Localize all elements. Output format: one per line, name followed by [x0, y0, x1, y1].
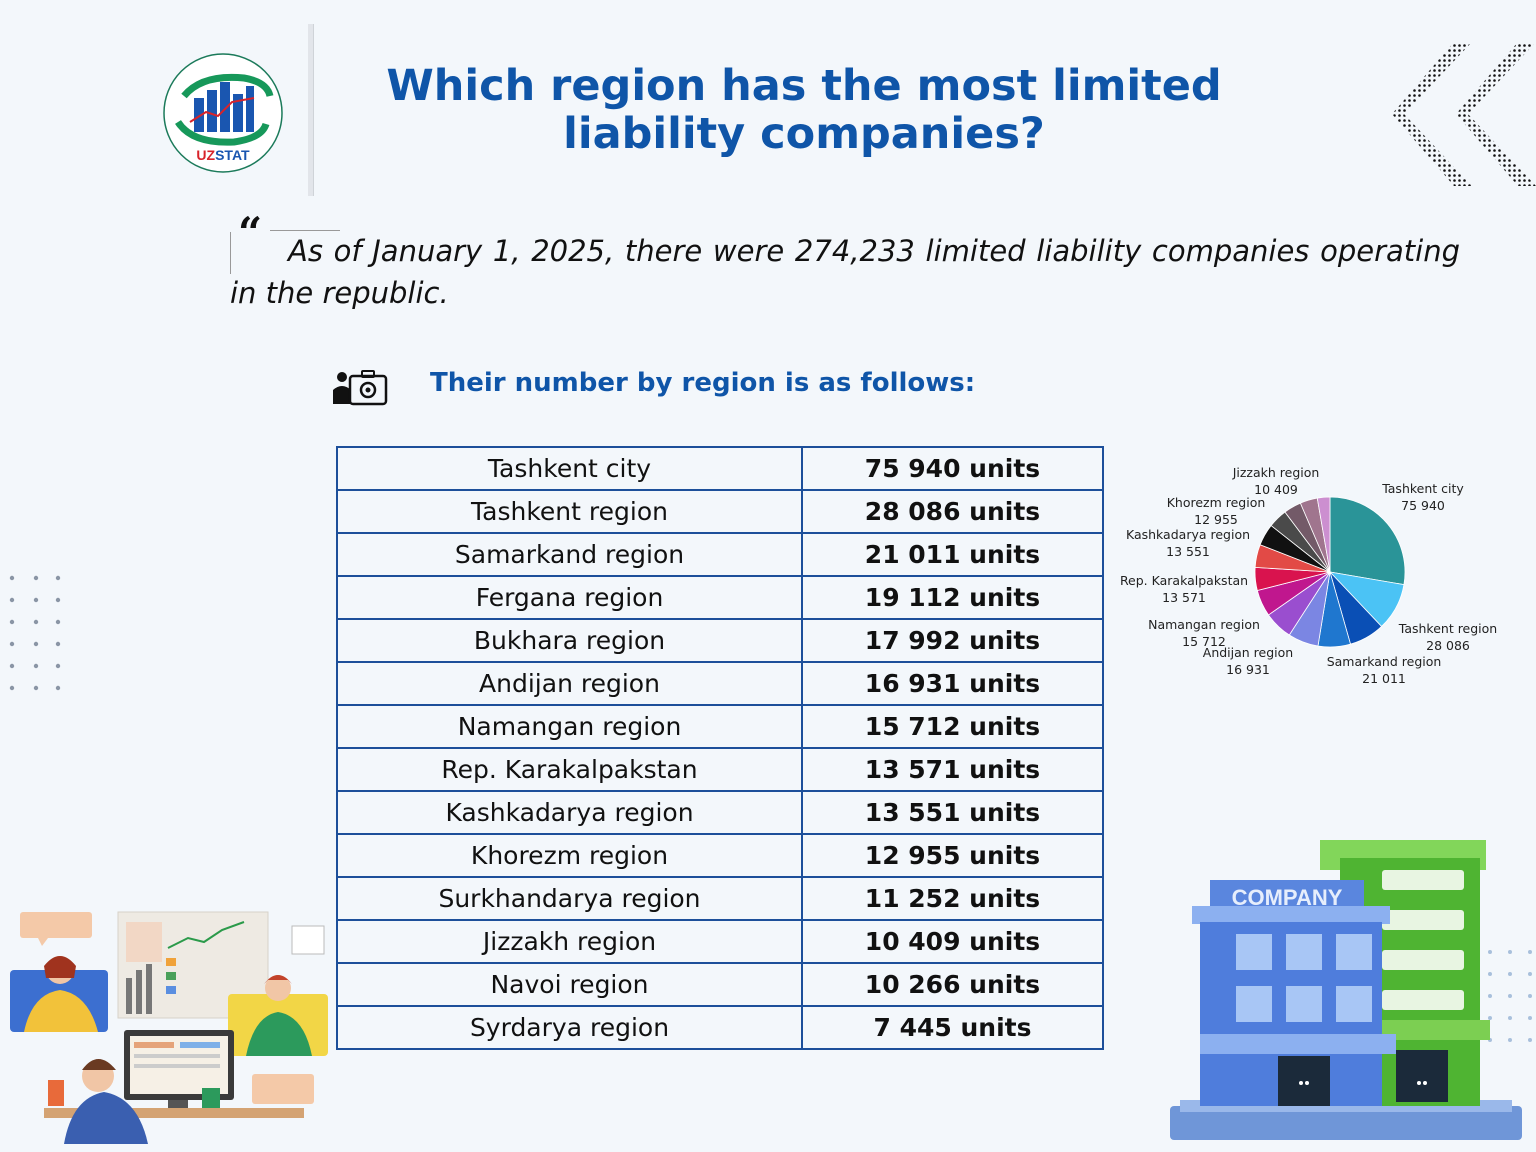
header-divider	[308, 24, 314, 196]
pie-label-value: 12 955	[1194, 512, 1238, 527]
table-row: Tashkent city 75 940 units	[336, 446, 1104, 491]
company-building-illustration: COMPANY	[1170, 840, 1522, 1140]
pie-label-value: 13 571	[1162, 590, 1206, 605]
region-value-cell: 28 086 units	[801, 489, 1104, 534]
business-gear-icon	[333, 370, 388, 406]
region-value-cell: 11 252 units	[801, 876, 1104, 921]
pie-label-value: 28 086	[1426, 638, 1470, 653]
table-row: Samarkand region 21 011 units	[336, 532, 1104, 577]
pie-chart: Tashkent city 75 940 Tashkent region 28 086…	[1120, 465, 1497, 686]
pie-slice	[1329, 496, 1406, 586]
pie-label-category: Samarkand region	[1327, 654, 1442, 669]
pie-label-value: 10 409	[1254, 482, 1298, 497]
table-row: Jizzakh region 10 409 units	[336, 919, 1104, 964]
region-value-cell: 10 266 units	[801, 962, 1104, 1007]
region-value-cell: 19 112 units	[801, 575, 1104, 620]
page-title: Which region has the most limited liabil…	[386, 61, 1222, 159]
region-name-cell: Jizzakh region	[336, 919, 803, 964]
region-name-cell: Bukhara region	[336, 618, 803, 663]
region-value-cell: 17 992 units	[801, 618, 1104, 663]
quote-icon: “	[238, 208, 263, 257]
table-row: Khorezm region 12 955 units	[336, 833, 1104, 878]
pie-label-value: 15 712	[1182, 634, 1226, 649]
table-row: Tashkent region 28 086 units	[336, 489, 1104, 534]
region-name-cell: Tashkent region	[336, 489, 803, 534]
building-sign-text: COMPANY	[1232, 885, 1343, 910]
region-value-cell: 15 712 units	[801, 704, 1104, 749]
region-name-cell: Namangan region	[336, 704, 803, 749]
region-value-cell: 10 409 units	[801, 919, 1104, 964]
dot-grid-decoration	[9, 575, 61, 691]
table-row: Kashkadarya region 13 551 units	[336, 790, 1104, 835]
logo-text: UZSTAT	[196, 147, 250, 163]
intro-text: As of January 1, 2025, there were 274,23…	[230, 234, 1460, 310]
section-subtitle: Their number by region is as follows:	[430, 368, 976, 398]
pie-label-category: Tashkent region	[1398, 621, 1497, 636]
region-name-cell: Rep. Karakalpakstan	[336, 747, 803, 792]
pie-label-value: 21 011	[1362, 671, 1406, 686]
pie-label-value: 16 931	[1226, 662, 1270, 677]
pie-label-category: Kashkadarya region	[1126, 527, 1250, 542]
region-value-cell: 12 955 units	[801, 833, 1104, 878]
region-value-cell: 75 940 units	[801, 446, 1104, 491]
region-name-cell: Andijan region	[336, 661, 803, 706]
table-row: Navoi region 10 266 units	[336, 962, 1104, 1007]
pie-label-value: 75 940	[1401, 498, 1445, 513]
region-name-cell: Tashkent city	[336, 446, 803, 491]
pie-label-category: Khorezm region	[1167, 495, 1266, 510]
region-name-cell: Kashkadarya region	[336, 790, 803, 835]
region-name-cell: Navoi region	[336, 962, 803, 1007]
pie-slice	[1316, 496, 1331, 573]
table-row: Namangan region 15 712 units	[336, 704, 1104, 749]
region-name-cell: Syrdarya region	[336, 1005, 803, 1050]
table-row: Fergana region 19 112 units	[336, 575, 1104, 620]
pie-label-category: Namangan region	[1148, 617, 1260, 632]
pie-label-category: Rep. Karakalpakstan	[1120, 573, 1248, 588]
region-name-cell: Fergana region	[336, 575, 803, 620]
region-name-cell: Samarkand region	[336, 532, 803, 577]
table-row: Rep. Karakalpakstan 13 571 units	[336, 747, 1104, 792]
region-value-cell: 13 551 units	[801, 790, 1104, 835]
region-value-cell: 21 011 units	[801, 532, 1104, 577]
pie-label-category: Andijan region	[1203, 645, 1293, 660]
quote-rule	[270, 230, 340, 231]
region-name-cell: Khorezm region	[336, 833, 803, 878]
pie-label-value: 13 551	[1166, 544, 1210, 559]
table-row: Andijan region 16 931 units	[336, 661, 1104, 706]
pie-label-category: Jizzakh region	[1232, 465, 1320, 480]
table-row: Bukhara region 17 992 units	[336, 618, 1104, 663]
region-table: Tashkent city 75 940 units Tashkent region…	[336, 446, 1104, 1050]
office-workers-illustration	[10, 911, 328, 1144]
quote-rule	[230, 232, 231, 274]
region-value-cell: 7 445 units	[801, 1005, 1104, 1050]
dotted-chevrons-decoration	[1392, 42, 1536, 186]
region-value-cell: 13 571 units	[801, 747, 1104, 792]
table-row: Syrdarya region 7 445 units	[336, 1005, 1104, 1050]
region-name-cell: Surkhandarya region	[336, 876, 803, 921]
uzstat-logo: UZSTAT	[162, 52, 284, 174]
region-value-cell: 16 931 units	[801, 661, 1104, 706]
pie-label-category: Tashkent city	[1381, 481, 1464, 496]
table-row: Surkhandarya region 11 252 units	[336, 876, 1104, 921]
